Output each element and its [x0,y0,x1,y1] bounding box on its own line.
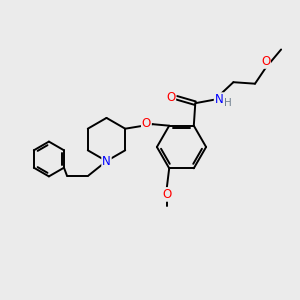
Text: O: O [162,188,171,201]
Text: N: N [102,154,111,168]
Text: N: N [214,93,224,106]
Text: H: H [224,98,232,108]
Text: O: O [166,91,175,104]
Text: O: O [261,55,270,68]
Text: O: O [142,117,151,130]
